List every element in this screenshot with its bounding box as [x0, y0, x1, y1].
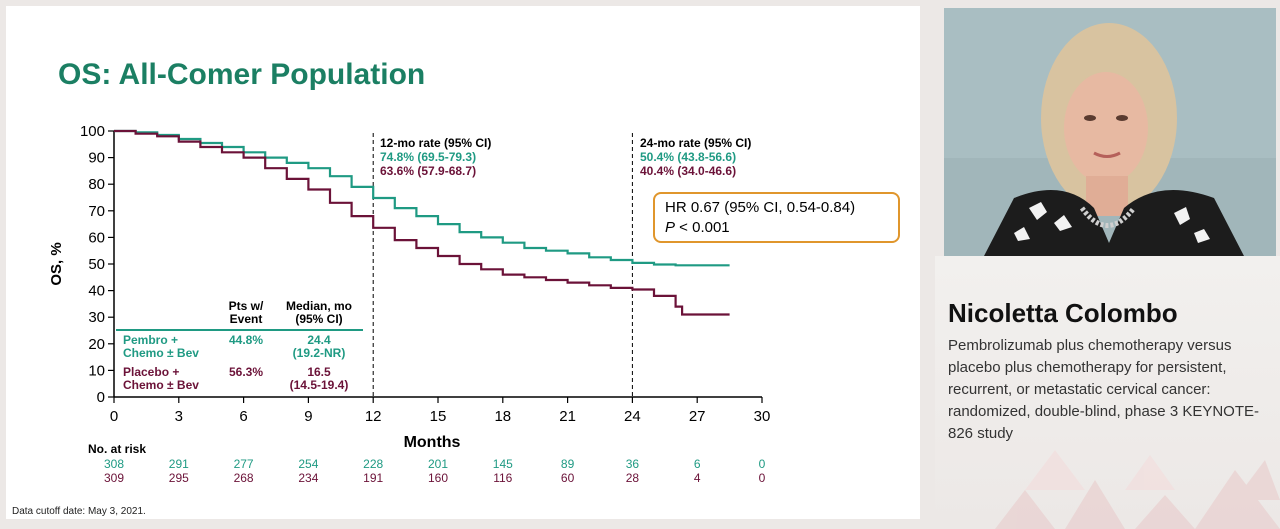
hr-text: HR 0.67 (95% CI, 0.54-0.84) — [665, 199, 855, 216]
at-risk-pembro: 228 — [363, 457, 383, 471]
at-risk-pembro: 145 — [493, 457, 513, 471]
at-risk-placebo: 191 — [363, 471, 383, 485]
y-tick-label: 10 — [88, 362, 105, 379]
slide-title: OS: All-Comer Population — [58, 58, 426, 91]
table-col1-header: Pts w/ — [229, 299, 264, 313]
at-risk-placebo: 28 — [626, 471, 640, 485]
y-tick-label: 80 — [88, 176, 105, 193]
p-value: < 0.001 — [675, 219, 730, 236]
data-cutoff-footnote: Data cutoff date: May 3, 2021. — [12, 506, 146, 517]
decorative-pattern — [995, 450, 1280, 529]
rate-12mo-header: 12-mo rate (95% CI) — [380, 136, 491, 150]
at-risk-placebo: 60 — [561, 471, 575, 485]
x-axis-label: Months — [404, 434, 461, 451]
series-line-pembro — [114, 129, 730, 267]
hr-box — [653, 192, 900, 243]
y-tick-label: 90 — [88, 150, 105, 167]
table-col2-header: Median, mo — [286, 299, 352, 313]
rate-24mo-header: 24-mo rate (95% CI) — [640, 136, 751, 150]
speaker-portrait — [944, 8, 1276, 256]
x-tick-label: 15 — [430, 408, 447, 425]
talk-title: Pembrolizumab plus chemotherapy versus p… — [948, 337, 1260, 442]
at-risk-pembro: 36 — [626, 457, 640, 471]
y-tick-label: 20 — [88, 336, 105, 353]
y-tick-label: 60 — [88, 229, 105, 246]
table-median-value: 24.4 — [307, 333, 331, 347]
x-tick-label: 9 — [304, 408, 312, 425]
p-label: P — [665, 219, 675, 236]
at-risk-pembro: 6 — [694, 457, 701, 471]
y-axis-label: OS, % — [48, 242, 65, 285]
table-col1-header: Event — [230, 312, 263, 326]
at-risk-placebo: 160 — [428, 471, 448, 485]
x-tick-label: 27 — [689, 408, 706, 425]
rate-12mo-pembro: 74.8% (69.5-79.3) — [380, 150, 476, 164]
at-risk-placebo: 309 — [104, 471, 124, 485]
at-risk-pembro: 308 — [104, 457, 124, 471]
x-tick-label: 12 — [365, 408, 382, 425]
table-col2-header: (95% CI) — [295, 312, 342, 326]
table-arm-label: Placebo + — [123, 365, 179, 379]
table-arm-label: Chemo ± Bev — [123, 378, 199, 392]
p-value-text: P < 0.001 — [665, 219, 730, 236]
series-line-placebo — [114, 129, 730, 316]
rate-24mo-placebo: 40.4% (34.0-46.6) — [640, 164, 736, 178]
at-risk-pembro: 0 — [759, 457, 766, 471]
x-tick-label: 21 — [559, 408, 576, 425]
x-tick-label: 18 — [494, 408, 511, 425]
table-arm-label: Chemo ± Bev — [123, 346, 199, 360]
y-tick-label: 70 — [88, 203, 105, 220]
at-risk-placebo: 234 — [298, 471, 318, 485]
speaker-video — [944, 8, 1276, 256]
x-tick-label: 3 — [175, 408, 183, 425]
at-risk-placebo: 116 — [493, 471, 512, 485]
table-arm-label: Pembro + — [123, 333, 178, 347]
at-risk-placebo: 295 — [169, 471, 189, 485]
at-risk-pembro: 277 — [234, 457, 254, 471]
at-risk-pembro: 89 — [561, 457, 575, 471]
y-tick-label: 30 — [88, 309, 105, 326]
table-event-value: 56.3% — [229, 365, 263, 379]
x-tick-label: 6 — [239, 408, 247, 425]
table-event-value: 44.8% — [229, 333, 263, 347]
table-median-ci: (19.2-NR) — [293, 346, 346, 360]
x-tick-label: 24 — [624, 408, 641, 425]
table-median-value: 16.5 — [307, 365, 331, 379]
y-tick-label: 100 — [80, 123, 105, 140]
y-tick-label: 40 — [88, 283, 105, 300]
slide: OS: All-Comer Population 0 10 20 30 40 50 60 70… — [6, 6, 920, 519]
y-tick-label: 0 — [97, 389, 105, 406]
speaker-name: Nicoletta Colombo — [948, 298, 1178, 328]
rate-24mo-pembro: 50.4% (43.8-56.6) — [640, 150, 736, 164]
y-tick-label: 50 — [88, 256, 105, 273]
at-risk-placebo: 0 — [759, 471, 766, 485]
at-risk-label: No. at risk — [88, 442, 146, 456]
at-risk-placebo: 4 — [694, 471, 701, 485]
x-tick-label: 30 — [754, 408, 771, 425]
at-risk-pembro: 254 — [298, 457, 318, 471]
table-median-ci: (14.5-19.4) — [290, 378, 349, 392]
at-risk-pembro: 201 — [428, 457, 448, 471]
rate-12mo-placebo: 63.6% (57.9-68.7) — [380, 164, 476, 178]
x-tick-label: 0 — [110, 408, 118, 425]
at-risk-pembro: 291 — [169, 457, 189, 471]
speaker-info-panel: Nicoletta Colombo Pembrolizumab plus che… — [935, 256, 1280, 529]
at-risk-placebo: 268 — [234, 471, 254, 485]
